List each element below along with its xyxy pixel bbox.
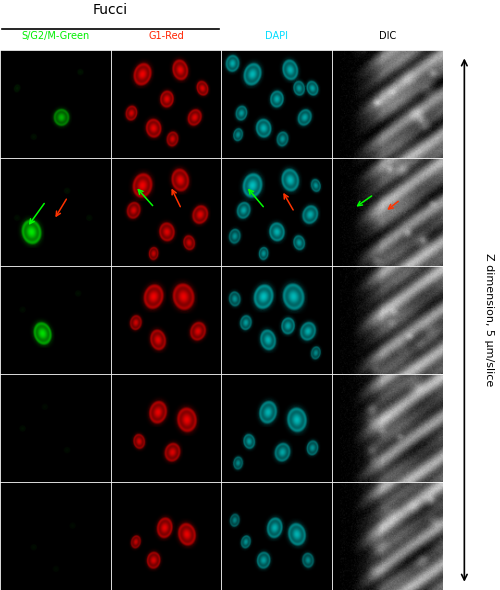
- Text: DIC: DIC: [378, 31, 396, 41]
- Text: Z dimension, 5 μm/slice: Z dimension, 5 μm/slice: [484, 254, 494, 386]
- Text: S/G2/M-Green: S/G2/M-Green: [21, 31, 89, 41]
- Text: Fucci: Fucci: [93, 2, 128, 17]
- Text: DAPI: DAPI: [265, 31, 288, 41]
- Text: G1-Red: G1-Red: [148, 31, 184, 41]
